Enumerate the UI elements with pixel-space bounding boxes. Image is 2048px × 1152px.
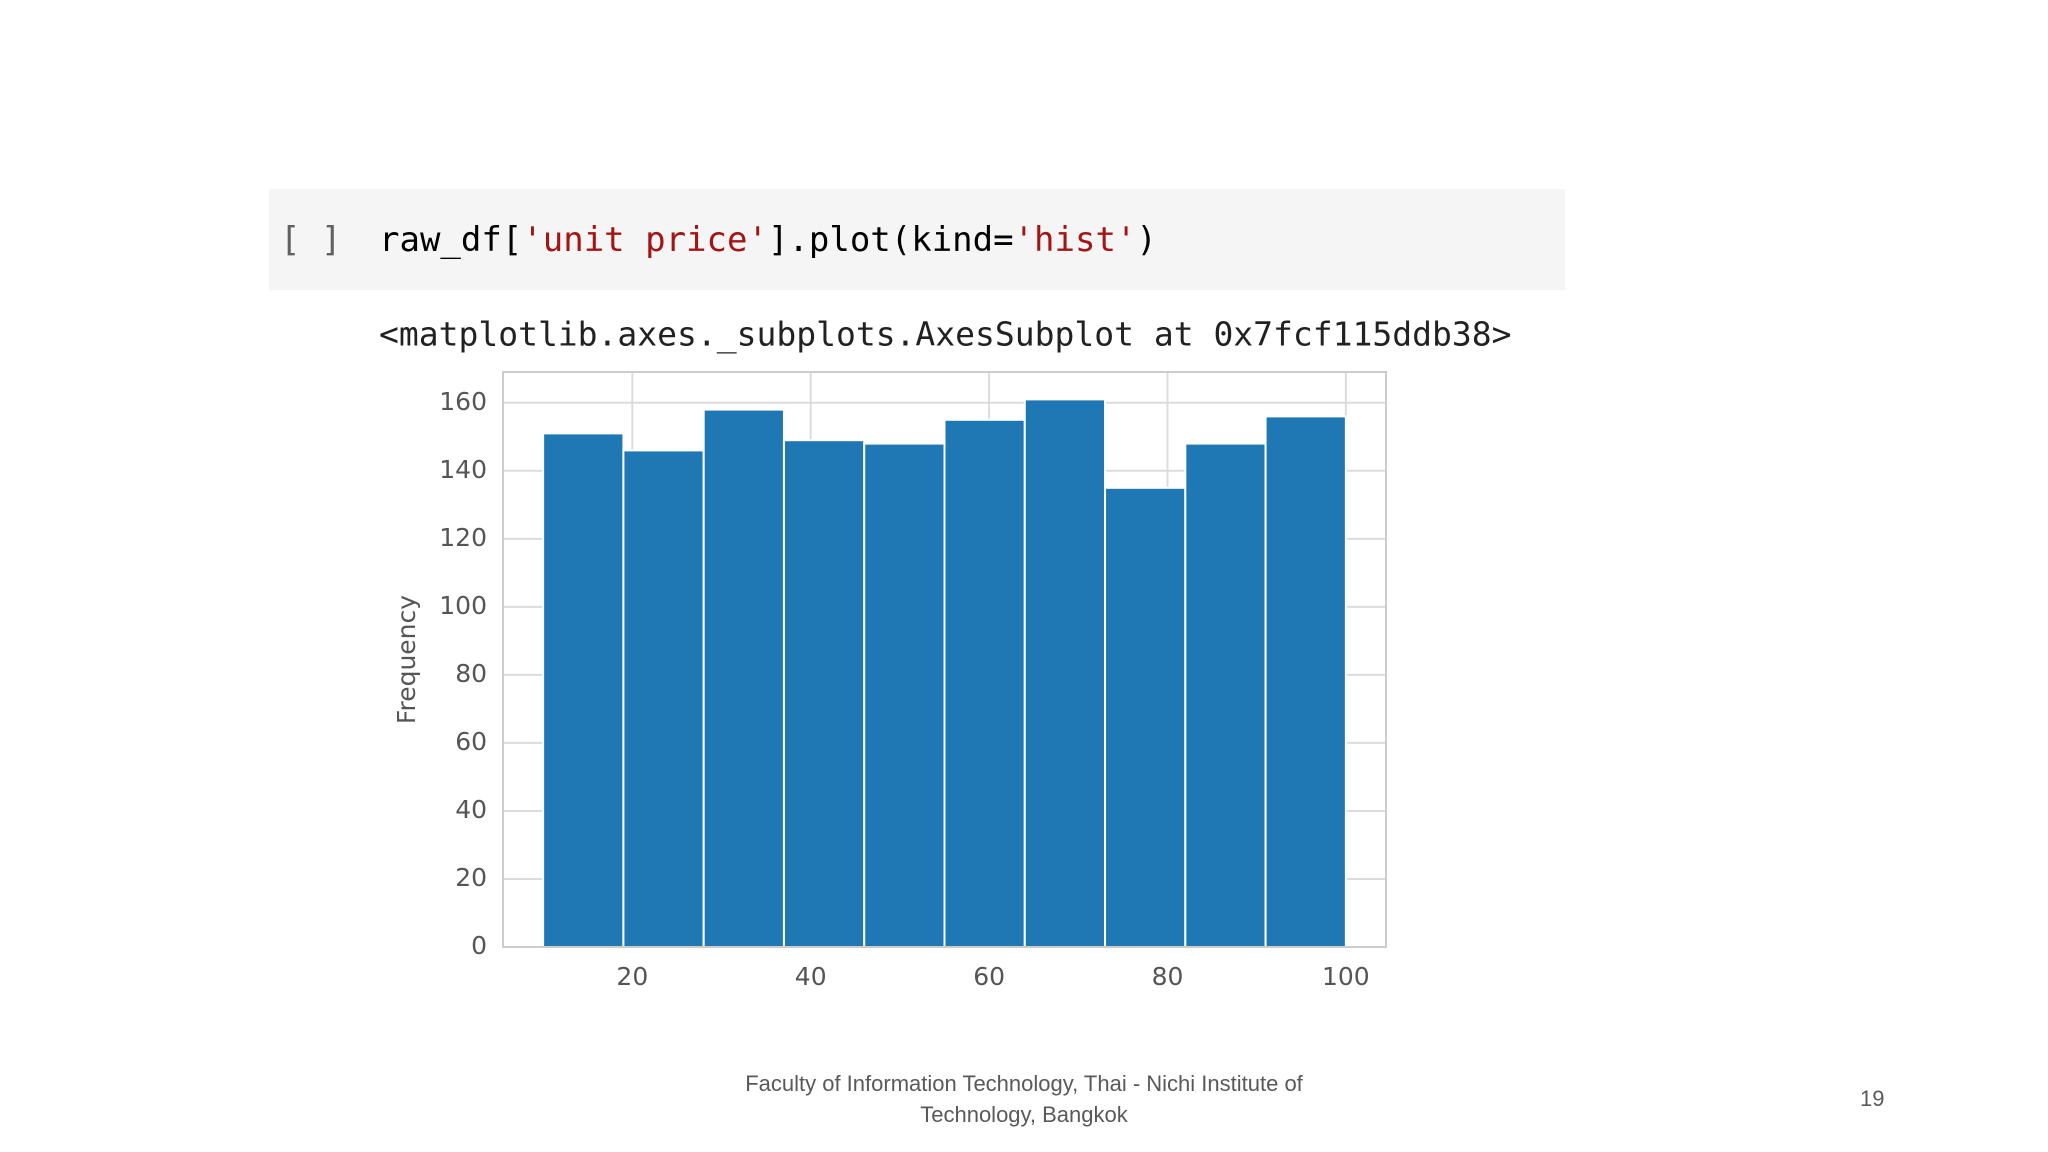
y-tick-label: 100 [439, 591, 487, 620]
footer-line: Faculty of Information Technology, Thai … [745, 1071, 1303, 1096]
code-string: 'unit price' [522, 220, 768, 260]
histogram-bar [622, 449, 705, 948]
y-tick-label: 60 [455, 727, 487, 756]
y-tick-label: 120 [439, 523, 487, 552]
histogram-bar [1104, 486, 1187, 948]
y-axis-label: Frequency [392, 595, 421, 724]
y-tick-label: 0 [471, 931, 487, 960]
plot-frame [502, 371, 1387, 948]
x-tick-label: 20 [616, 962, 648, 991]
x-tick-label: 100 [1322, 962, 1370, 991]
y-tick-label: 80 [455, 659, 487, 688]
histogram-bar [943, 418, 1026, 948]
x-tick-label: 80 [1152, 962, 1184, 991]
histogram-bar [542, 432, 625, 949]
code-token: raw_df[ [379, 220, 523, 260]
x-tick-label: 40 [795, 962, 827, 991]
code-line: raw_df['unit price'].plot(kind='hist') [379, 220, 1157, 260]
page-number: 19 [1860, 1086, 1885, 1111]
y-tick-label: 40 [455, 795, 487, 824]
histogram-bar [1023, 398, 1107, 948]
footer: Faculty of Information Technology, Thai … [624, 1068, 1424, 1130]
footer-line: Technology, Bangkok [920, 1102, 1128, 1127]
histogram-bar [1264, 415, 1347, 948]
y-tick-label: 20 [455, 863, 487, 892]
cell-prompt[interactable]: [ ] [280, 220, 342, 260]
code-cell [269, 189, 1565, 290]
output-text: <matplotlib.axes._subplots.AxesSubplot a… [379, 314, 1512, 354]
code-token: ].plot(kind= [767, 220, 1014, 260]
histogram-bar [1184, 442, 1267, 948]
histogram-bar [782, 439, 866, 948]
x-tick-label: 60 [973, 962, 1005, 991]
code-token: ) [1136, 220, 1157, 260]
code-string: 'hist' [1013, 220, 1137, 260]
histogram-bar [863, 442, 946, 948]
y-tick-label: 160 [439, 387, 487, 416]
y-tick-label: 140 [439, 455, 487, 484]
histogram-bar [702, 408, 785, 948]
